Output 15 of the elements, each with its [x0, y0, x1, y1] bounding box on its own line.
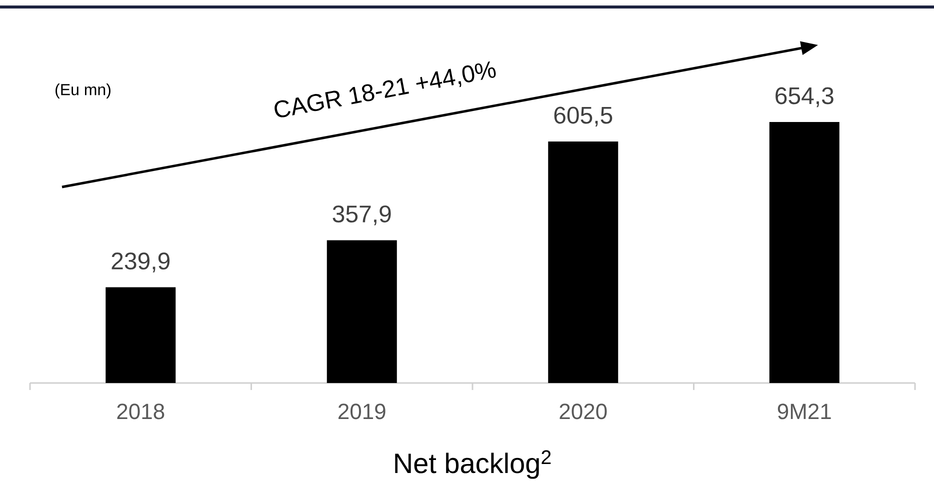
bar — [326, 240, 397, 383]
x-tick-label: 2018 — [117, 404, 164, 420]
bar — [769, 122, 840, 383]
x-tick-label: 9M21 — [778, 404, 831, 420]
data-label: 605,5 — [554, 106, 612, 127]
bar — [548, 141, 618, 383]
bar — [106, 287, 176, 383]
data-label: 239,9 — [112, 252, 170, 272]
data-label: 654,3 — [776, 87, 834, 108]
data-label: 357,9 — [332, 205, 391, 226]
text: (Eu mn) — [56, 84, 110, 98]
text: CAGR 18-21 +44,0% — [274, 61, 496, 118]
x-tick-label: 2019 — [338, 404, 386, 420]
x-tick-label: 2020 — [560, 404, 607, 420]
x-axis-title: Net backlog$^{2}$ — [395, 450, 551, 479]
